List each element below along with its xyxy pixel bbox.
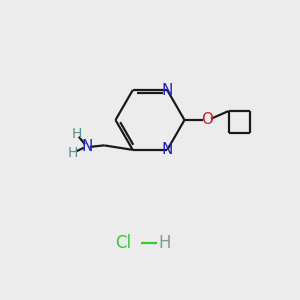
Text: H: H [71,127,82,141]
Text: O: O [201,112,213,128]
Text: N: N [162,82,173,98]
Text: N: N [81,140,92,154]
Text: H: H [159,234,171,252]
Text: N: N [162,142,173,158]
Text: Cl: Cl [116,234,132,252]
Text: H: H [67,146,78,160]
